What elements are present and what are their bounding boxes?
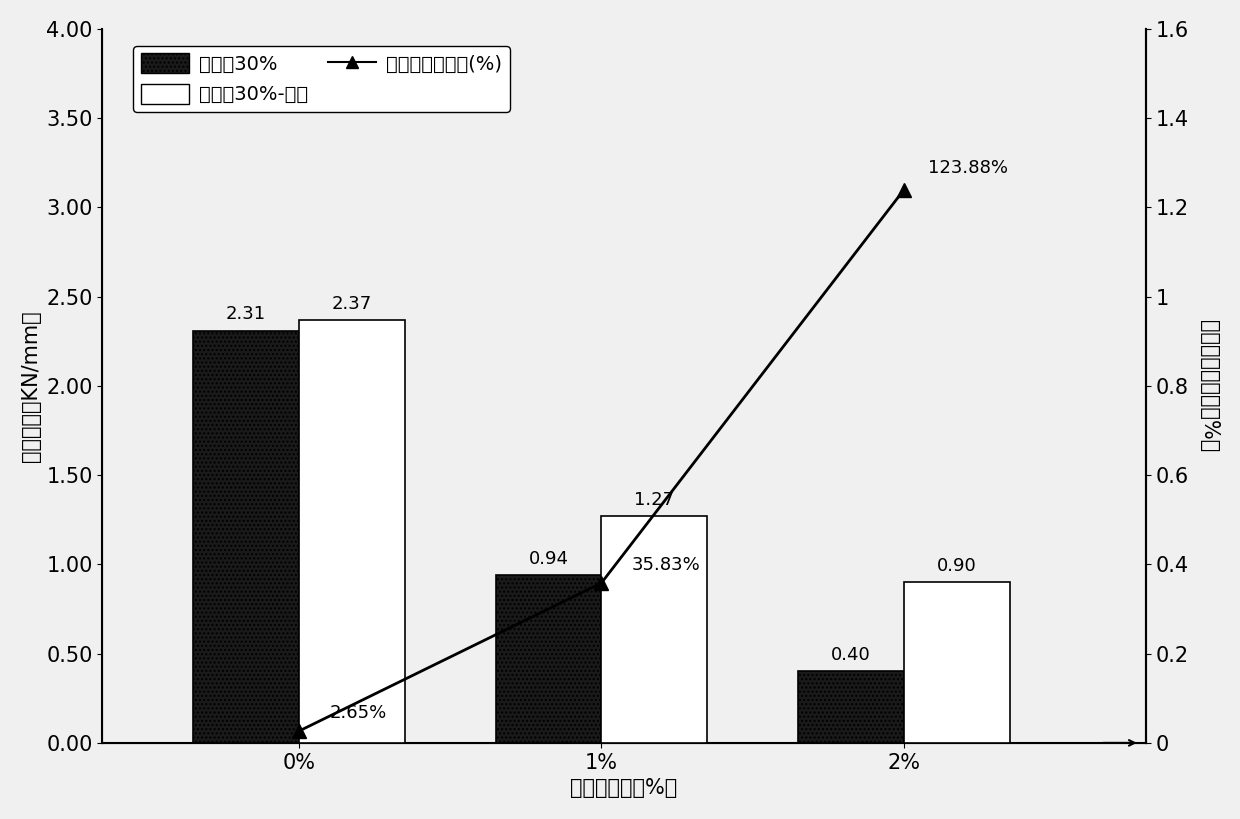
Bar — [299, 319, 404, 743]
Text: 1.27: 1.27 — [634, 491, 675, 509]
Bar — [496, 575, 601, 743]
抗弯刚度回夏率(%) — [594, 578, 609, 588]
Y-axis label: 抗弯刚度回夏率（%）: 抗弯刚度回夏率（%） — [1199, 319, 1219, 452]
Text: 2.65%: 2.65% — [330, 704, 387, 722]
Bar — [904, 582, 1009, 743]
Legend: 预加载30%, 预加载30%-修复, 抗弯刚度回夏率(%): 预加载30%, 预加载30%-修复, 抗弯刚度回夏率(%) — [133, 46, 510, 112]
Bar — [797, 672, 904, 743]
Y-axis label: 抗弯刚度（KN/mm）: 抗弯刚度（KN/mm） — [21, 310, 41, 462]
Text: 2.31: 2.31 — [226, 305, 267, 324]
Text: 0.90: 0.90 — [936, 557, 977, 575]
Text: 0.40: 0.40 — [831, 646, 870, 664]
Bar — [193, 331, 299, 743]
抗弯刚度回夏率(%) — [291, 726, 306, 736]
Text: 2.37: 2.37 — [332, 295, 372, 313]
抗弯刚度回夏率(%) — [897, 185, 911, 195]
Text: 0.94: 0.94 — [528, 550, 568, 568]
X-axis label: 微胶囊掺量（%）: 微胶囊掺量（%） — [570, 778, 678, 799]
Line: 抗弯刚度回夏率(%): 抗弯刚度回夏率(%) — [293, 183, 910, 738]
Bar — [601, 516, 707, 743]
Text: 35.83%: 35.83% — [631, 556, 701, 574]
Text: 123.88%: 123.88% — [928, 159, 1008, 177]
